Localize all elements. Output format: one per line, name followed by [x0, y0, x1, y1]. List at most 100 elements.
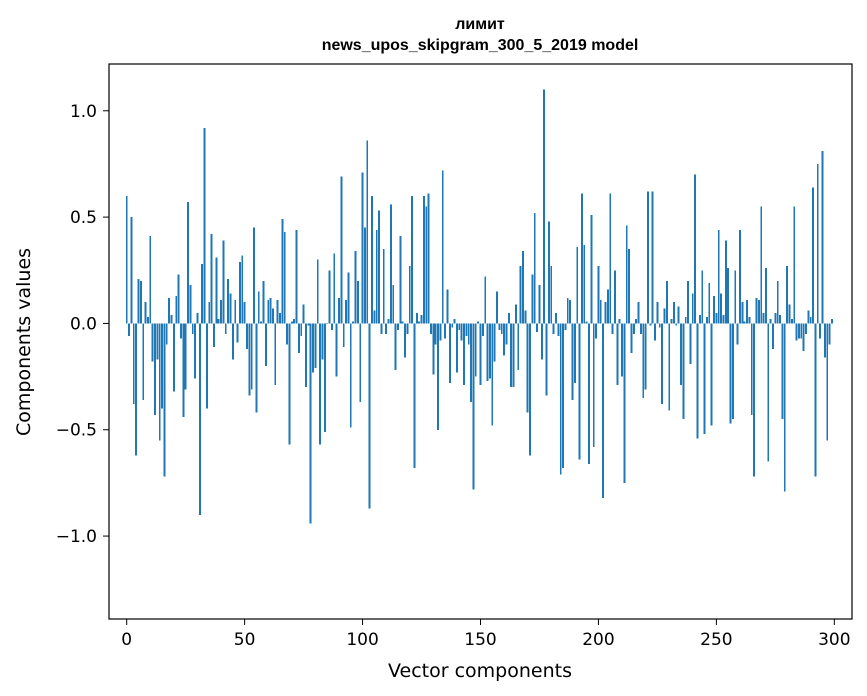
- x-axis-label: Vector components: [388, 660, 572, 682]
- bar-50: [243, 302, 246, 324]
- bar-283: [793, 206, 796, 324]
- bar-160: [503, 323, 506, 356]
- bar-39: [217, 319, 220, 324]
- bar-166: [517, 323, 520, 371]
- bar-8: [144, 302, 147, 324]
- bar-76: [305, 323, 307, 388]
- bar-37: [213, 323, 215, 347]
- bar-31: [198, 323, 201, 515]
- bar-67: [283, 231, 286, 324]
- bar-123: [415, 312, 418, 324]
- bar-139: [453, 319, 456, 324]
- bar-298: [828, 323, 831, 345]
- bar-162: [507, 312, 510, 324]
- y-tick-label: 0.0: [70, 314, 97, 334]
- bar-240: [691, 293, 694, 324]
- bar-274: [772, 323, 774, 349]
- bar-29: [194, 323, 197, 379]
- bar-102: [366, 140, 369, 324]
- bar-63: [274, 323, 277, 386]
- bar-11: [151, 323, 154, 362]
- bar-104: [371, 195, 373, 324]
- bar-281: [788, 304, 791, 324]
- bar-172: [531, 274, 534, 324]
- bar-184: [559, 323, 562, 475]
- bar-217: [637, 302, 640, 324]
- bar-207: [614, 270, 616, 324]
- bar-213: [628, 249, 631, 324]
- bar-106: [375, 229, 378, 324]
- bar-116: [399, 236, 402, 324]
- bar-222: [649, 323, 652, 326]
- x-tick-label: 300: [818, 630, 850, 650]
- bar-30: [196, 312, 199, 324]
- bar-185: [562, 323, 564, 469]
- bar-192: [578, 323, 581, 460]
- bar-131: [434, 323, 437, 345]
- chart-subtitle: news_upos_skipgram_300_5_2019 model: [322, 37, 639, 54]
- bar-48: [238, 261, 241, 324]
- bar-71: [293, 319, 296, 324]
- bar-284: [795, 323, 798, 341]
- bar-197: [590, 214, 593, 324]
- bar-289: [807, 310, 810, 324]
- bar-249: [713, 295, 715, 324]
- bar-245: [703, 323, 706, 434]
- bar-226: [658, 323, 661, 328]
- bar-208: [616, 323, 619, 386]
- chart-title: лимит: [455, 16, 505, 33]
- bar-40: [220, 300, 222, 324]
- bar-234: [677, 306, 680, 324]
- bar-58: [262, 280, 265, 324]
- bar-153: [486, 323, 489, 381]
- bar-167: [519, 266, 522, 324]
- bar-152: [484, 276, 487, 324]
- bar-60: [267, 300, 270, 324]
- bar-142: [460, 323, 463, 341]
- bar-23: [180, 323, 182, 339]
- bar-16: [163, 323, 166, 477]
- bar-62: [271, 308, 274, 324]
- bar-108: [380, 323, 383, 335]
- bar-236: [682, 323, 685, 420]
- bar-4: [135, 323, 138, 456]
- bar-17: [165, 323, 168, 345]
- bar-9: [146, 317, 149, 324]
- bar-18: [168, 297, 171, 324]
- bar-209: [618, 319, 621, 324]
- bar-182: [555, 312, 557, 324]
- bar-42: [224, 323, 227, 335]
- bar-73: [297, 323, 300, 354]
- bar-64: [276, 300, 279, 324]
- bar-124: [418, 321, 421, 324]
- bar-115: [397, 323, 399, 330]
- bar-264: [748, 317, 751, 324]
- bar-45: [231, 323, 234, 360]
- bar-3: [132, 323, 135, 405]
- bar-256: [729, 323, 732, 424]
- bar-98: [356, 280, 359, 324]
- bar-155: [491, 323, 494, 426]
- bar-90: [338, 297, 340, 324]
- bar-53: [250, 323, 253, 390]
- bar-28: [191, 323, 194, 335]
- bar-1: [128, 323, 130, 337]
- bar-35: [208, 302, 211, 324]
- bar-157: [496, 291, 498, 324]
- bar-296: [823, 323, 826, 358]
- bar-251: [717, 229, 720, 324]
- bar-151: [481, 323, 484, 337]
- bar-147: [472, 323, 475, 490]
- bar-137: [448, 323, 451, 383]
- bar-218: [639, 323, 642, 335]
- bar-96: [352, 321, 355, 324]
- bar-178: [545, 323, 548, 396]
- bar-238: [687, 280, 690, 324]
- bar-141: [458, 323, 461, 330]
- x-tick-label: 200: [582, 630, 614, 650]
- bar-52: [248, 323, 251, 396]
- bar-291: [812, 187, 815, 324]
- bar-159: [500, 323, 503, 335]
- bar-140: [455, 323, 458, 373]
- bar-292: [814, 323, 817, 477]
